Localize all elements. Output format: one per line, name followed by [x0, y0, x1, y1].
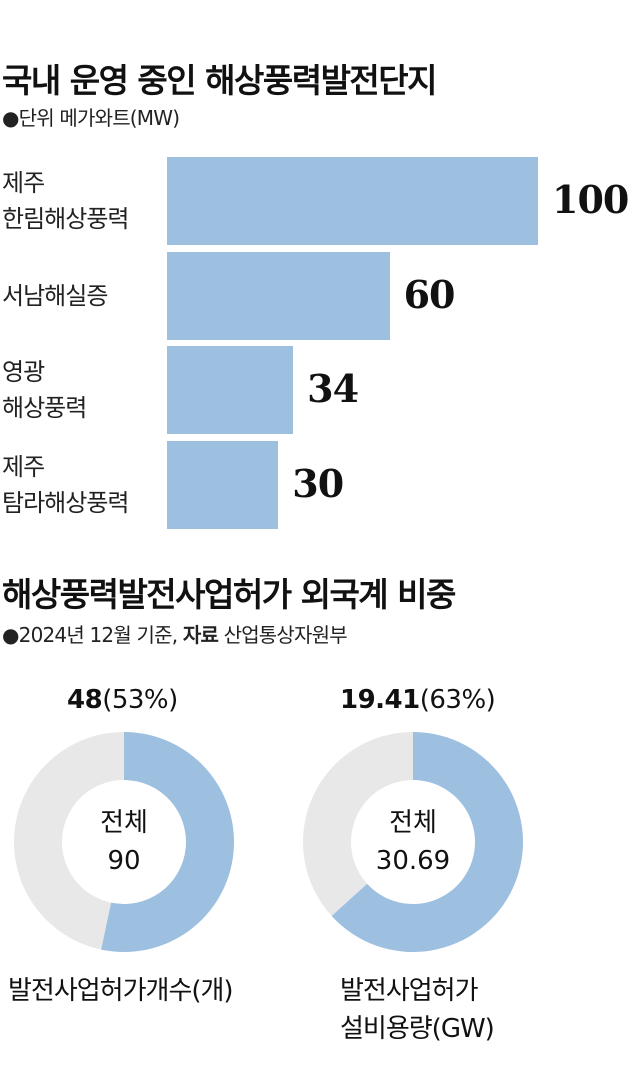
bar-category-line: 제주 — [2, 452, 45, 481]
donut-center-total: 30.69 — [375, 846, 451, 876]
donut-value: 48 — [67, 685, 103, 715]
donut-center-title: 전체 — [389, 808, 437, 838]
bar-value-label: 60 — [403, 271, 456, 317]
bar-category-line: 한림해상풍력 — [2, 205, 129, 233]
bar-category-line: 탐라해상풍력 — [2, 488, 129, 517]
donut-center-label: 전체 30.69 — [353, 804, 473, 880]
donut-slice-rest — [303, 732, 413, 917]
bar-category-label: 서남해실증 — [2, 278, 108, 314]
donut-caption-line: 발전사업허가개수(개) — [8, 976, 234, 1006]
bar — [167, 346, 294, 434]
donut-value-header: 48(53%) — [67, 685, 178, 715]
bar-category-line: 제주 — [2, 169, 45, 197]
donut-percent: (63%) — [419, 685, 496, 715]
bar-value-label: 34 — [307, 366, 359, 411]
donut-slice-share — [101, 732, 235, 952]
donut-slice-share — [331, 732, 523, 952]
bar-value-label: 30 — [292, 460, 344, 506]
donut-section-note: ●2024년 12월 기준, 자료 산업통상자원부 — [2, 619, 348, 648]
donut-slice-rest — [14, 732, 124, 950]
bar — [167, 251, 390, 340]
donut-caption: 발전사업허가개수(개) — [8, 972, 234, 1010]
donut-section-title: 해상풍력발전사업허가 외국계 비중 — [2, 575, 456, 614]
bar-category-line: 해상풍력 — [2, 394, 87, 422]
donut-chart — [14, 732, 235, 952]
donut-caption-line: 설비용량(GW) — [340, 1014, 495, 1044]
donut-value-header: 19.41(63%) — [340, 685, 496, 715]
donut-chart — [303, 732, 523, 952]
bar-chart-title: 국내 운영 중인 해상풍력발전단지 — [2, 61, 438, 100]
donut-caption-line: 발전사업허가 — [340, 976, 479, 1006]
donut-center-label: 전체 90 — [64, 804, 184, 880]
donut-center-total: 90 — [107, 846, 141, 876]
donut-value: 19.41 — [340, 685, 420, 715]
donut-percent: (53%) — [102, 685, 178, 715]
bar-category-line: 영광 — [2, 358, 45, 386]
bar — [167, 440, 279, 529]
note-source: 산업통상자원부 — [218, 623, 348, 647]
bar-category-line: 서남해실증 — [2, 281, 108, 310]
donut-center-title: 전체 — [100, 808, 148, 838]
bar-value-label: 100 — [552, 177, 629, 222]
bar — [167, 157, 538, 245]
note-source-label: 자료 — [182, 623, 219, 647]
note-date: ●2024년 12월 기준, — [2, 623, 183, 647]
bar-chart-unit: ●단위 메가와트(MW) — [2, 106, 180, 130]
